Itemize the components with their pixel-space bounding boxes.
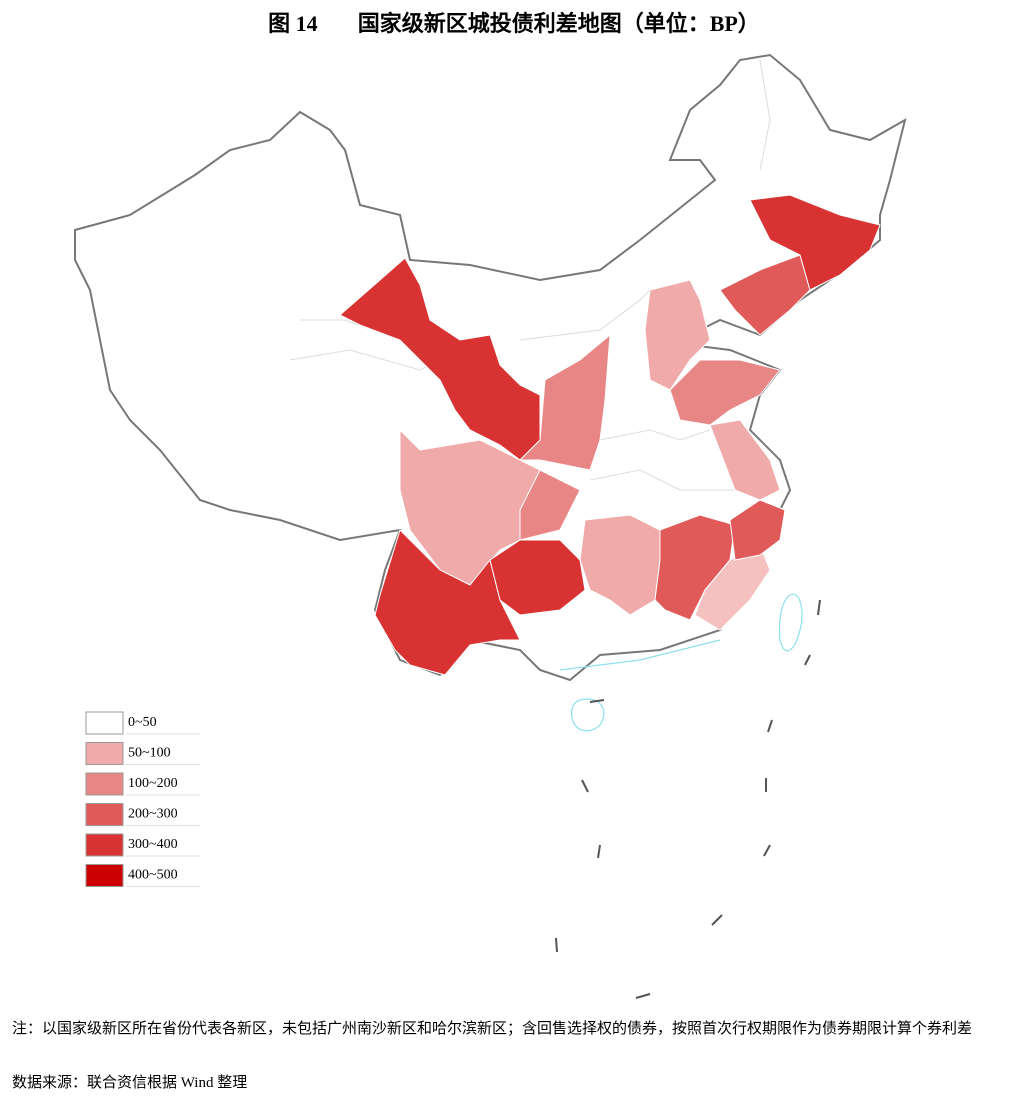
legend-label: 200~300 [128, 807, 178, 822]
legend-label: 300~400 [128, 837, 178, 852]
dash [817, 599, 821, 616]
legend-label: 400~500 [128, 868, 178, 883]
legend-swatch [85, 833, 124, 857]
dash [763, 844, 771, 857]
province [669, 359, 781, 426]
province [579, 514, 661, 616]
legend-swatch [85, 864, 124, 887]
dash [635, 993, 651, 999]
dash [555, 937, 558, 953]
dash [711, 914, 723, 926]
legend-label: 100~200 [128, 776, 178, 791]
legend-swatch [85, 803, 124, 826]
legend-swatch [85, 711, 124, 735]
dash [767, 719, 773, 733]
coastline [559, 639, 721, 671]
dash [804, 654, 811, 666]
province [519, 469, 581, 541]
province [518, 333, 611, 471]
province [489, 539, 586, 616]
provinces [339, 194, 881, 676]
legend-swatch [85, 742, 124, 765]
province [654, 514, 736, 621]
nine-dash-line [555, 599, 821, 999]
dash [581, 779, 589, 793]
border [759, 59, 771, 171]
dash [589, 699, 605, 703]
province [644, 279, 711, 391]
chart-title: 国家级新区城投债利差地图（单位：BP） [357, 11, 760, 36]
note: 注：以国家级新区所在省份代表各新区，未包括广州南沙新区和哈尔滨新区；含回售选择权… [12, 1021, 973, 1037]
province [709, 419, 781, 501]
border [599, 429, 711, 441]
province [374, 529, 521, 676]
legend-label: 50~100 [128, 746, 171, 761]
map: 0~50 50~100 100~200 200~300 300~400 400~500 [74, 53, 907, 999]
province [749, 194, 881, 291]
border [589, 469, 735, 491]
province [339, 257, 541, 461]
legend: 0~50 50~100 100~200 200~300 300~400 400~500 [85, 711, 200, 887]
dash [597, 844, 601, 859]
islands [559, 593, 803, 732]
legend-swatch [85, 772, 124, 796]
taiwan [778, 593, 803, 652]
province [719, 254, 811, 336]
legend-label: 0~50 [128, 715, 157, 730]
figure-label: 图 14 [268, 11, 318, 36]
hainan [570, 698, 605, 732]
border [519, 289, 651, 341]
source: 数据来源：联合资信根据 Wind 整理 [12, 1075, 248, 1091]
title-bar: 图 14 国家级新区城投债利差地图（单位：BP） [0, 6, 1028, 38]
